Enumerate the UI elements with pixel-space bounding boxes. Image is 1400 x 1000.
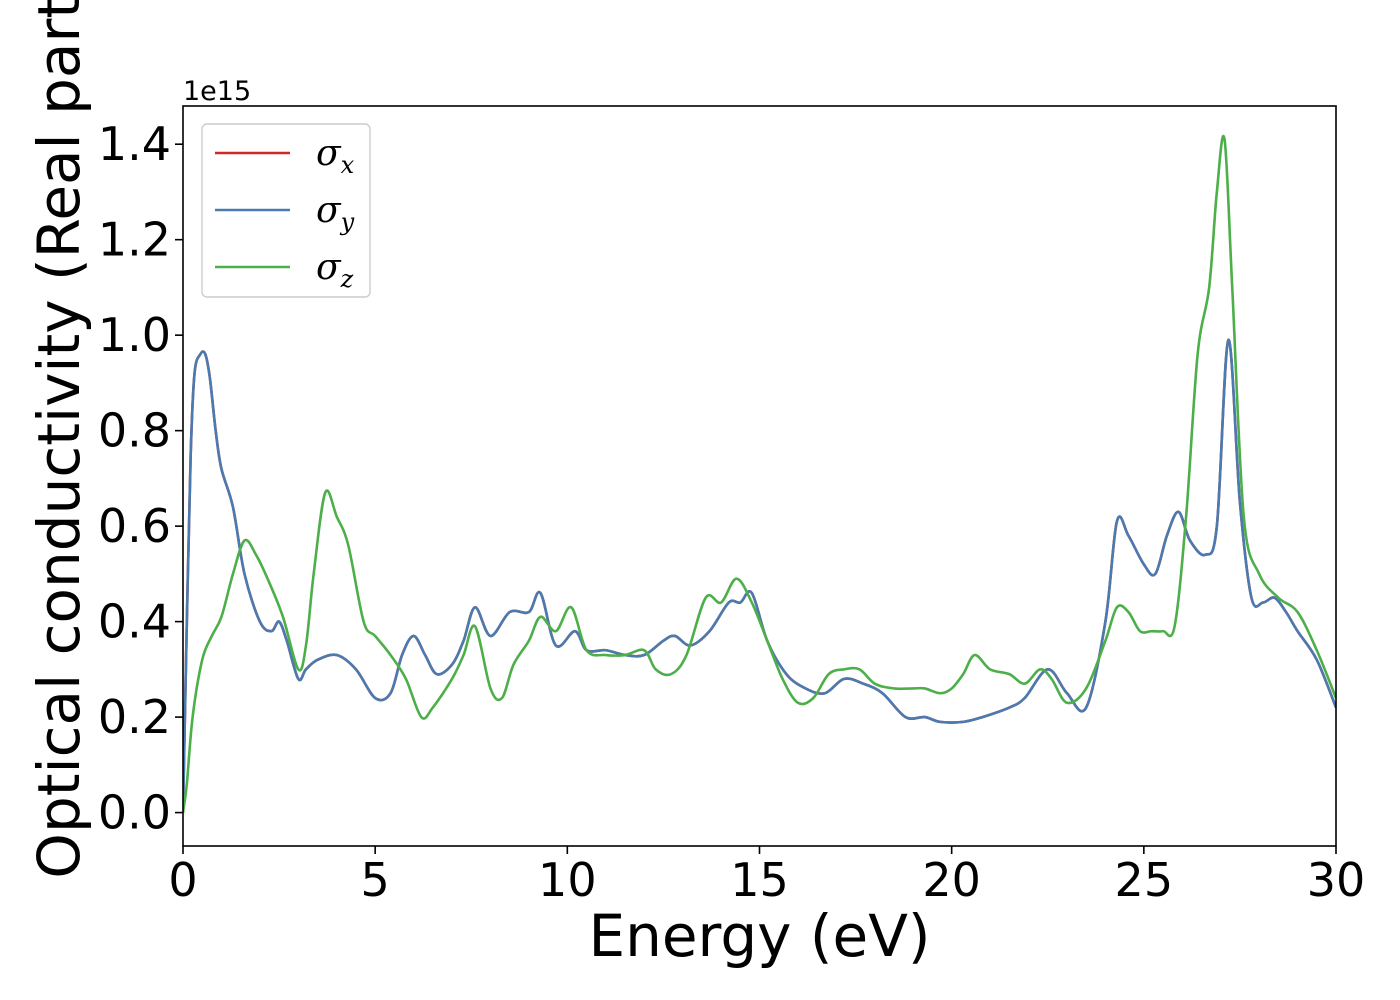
x-tick-label: 25 [1115,853,1174,907]
y-tick-label: 0.4 [98,595,171,649]
series-line-y [183,338,1336,813]
legend-label: σy [316,190,355,236]
x-tick-label: 5 [361,853,390,907]
y-tick-label: 0.2 [98,690,171,744]
y-tick-label: 0.0 [98,786,171,840]
legend-item-y: σy [215,190,355,236]
x-axis-label: Energy (eV) [588,902,930,970]
y-tick-label: 1.2 [98,213,171,267]
y-tick-label: 1.4 [98,117,171,171]
y-tick-label: 1.0 [98,308,171,362]
x-axis-ticks: 0 5 10 15 20 25 30 [168,846,1365,907]
series-line-z [183,135,1336,813]
x-tick-label: 30 [1307,853,1366,907]
legend-item-z: σz [215,247,354,293]
y-tick-label: 0.8 [98,404,171,458]
legend: σx σy σz [201,123,371,298]
x-tick-label: 15 [730,853,789,907]
y-offset-text: 1e15 [183,76,251,107]
series-line-x [183,338,1336,813]
legend-label: σx [316,133,355,179]
x-tick-label: 20 [922,853,981,907]
series-layer [183,135,1336,813]
x-tick-label: 0 [168,853,197,907]
y-axis-ticks: 0.0 0.2 0.4 0.6 0.8 1.0 1.2 1.4 [98,117,183,840]
legend-label: σz [316,247,354,293]
y-axis-label: Optical conductivity (Real part) [25,0,93,879]
legend-item-x: σx [215,133,355,179]
x-tick-label: 10 [538,853,597,907]
y-tick-label: 0.6 [98,499,171,553]
